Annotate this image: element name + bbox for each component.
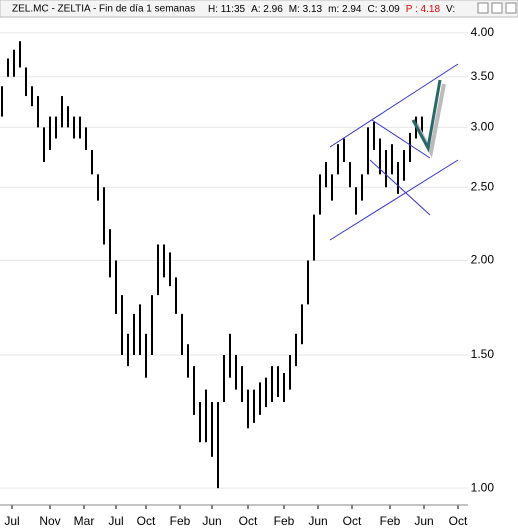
button[interactable] [491,2,503,14]
x-tick-label: Jun [202,514,221,528]
trend-line [329,159,459,241]
info-item: m: 2.94 [328,4,362,15]
y-tick-label: 2.50 [471,179,495,193]
info: H: 11:35 A: 2.96 M: 3.13 m: 2.94 C: 3.09 P : … [208,4,455,15]
info-item: C: 3.09 [367,4,400,15]
x-tick-label: Oct [343,514,362,528]
x-tick-label: Jul [108,514,123,528]
x-tick-label: Oct [137,514,156,528]
x-tick-label: Feb [274,514,295,528]
x-tick-label: Mar [74,514,95,528]
info-item: M: 3.13 [289,4,323,15]
y-tick-label: 1.00 [471,480,495,494]
y-tick-label: 4.00 [471,25,495,39]
drawings [329,63,459,241]
arrow [411,79,442,153]
x-tick-label: Feb [380,514,401,528]
x-tick-label: Nov [39,514,60,528]
button[interactable] [477,2,489,14]
info-item: P : 4.18 [406,4,441,15]
info-item: V: [446,4,455,15]
header: ZEL.MC - ZELTIA - Fin de día 1 semanas H… [12,4,455,15]
x-tick-label: Feb [170,514,191,528]
trend-line [329,63,459,148]
y-tick-label: 2.00 [471,253,495,267]
info-item: H: 11:35 [208,4,245,15]
plot: 1.00 1.50 2.00 2.50 3.00 3.50 4.00 Jul Nov Mar Jul… [0,25,494,528]
x-tick-label: Jun [414,514,433,528]
y-tick-label: 1.50 [471,347,495,361]
trend-line [369,159,431,216]
trend-line [371,119,431,159]
x-tick-label: Jun [308,514,327,528]
x-tick-label: Oct [449,514,468,528]
x-tick-label: Jul [4,514,19,528]
info-item: A: 2.96 [251,4,283,15]
x-tick-label: Oct [239,514,258,528]
chart-title: ZEL.MC - ZELTIA - Fin de día 1 semanas [12,4,195,15]
y-tick-label: 3.50 [471,69,495,83]
header-bar [0,0,518,18]
button[interactable] [505,2,517,14]
y-tick-label: 3.00 [471,120,495,134]
